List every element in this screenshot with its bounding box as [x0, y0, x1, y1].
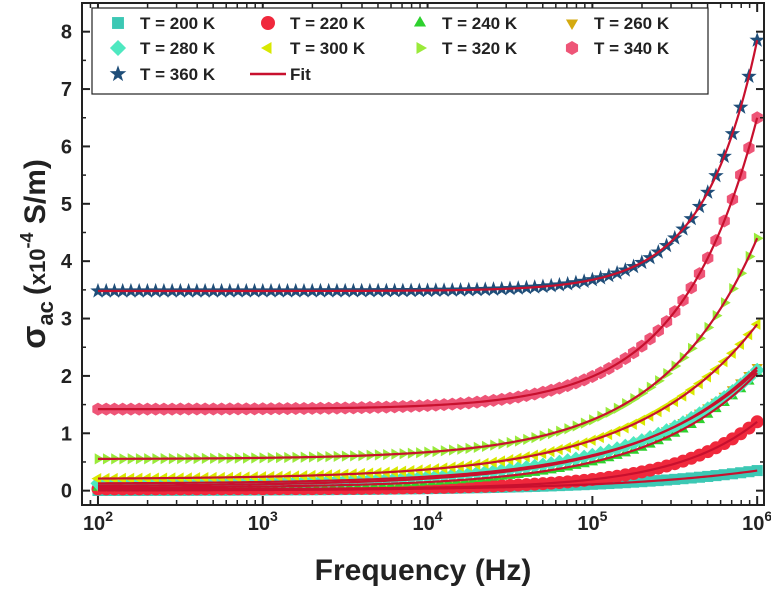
- x-tick-label: 102: [83, 508, 113, 535]
- y-tick-label: 8: [61, 22, 72, 44]
- axes: 0 1 2 3 4 5 6 7 8 102 103 104 105 106: [61, 3, 771, 535]
- legend-marker: [565, 41, 579, 55]
- fit-line: [97, 372, 758, 489]
- fit-line: [97, 117, 759, 411]
- legend-marker: [109, 39, 127, 57]
- legend-item: T = 340 K: [565, 39, 670, 58]
- data-point: [688, 342, 698, 355]
- legend-marker: [565, 19, 579, 30]
- y-label-symbol: σ: [15, 326, 53, 349]
- data-point: [749, 32, 764, 47]
- fit-curves: [97, 40, 759, 492]
- y-tick-label: 3: [61, 309, 72, 331]
- data-point: [725, 347, 736, 359]
- data-point: [91, 472, 102, 485]
- legend-label: T = 200 K: [140, 14, 216, 33]
- y-tick-label: 7: [61, 79, 72, 101]
- y-label-unit: S/m): [19, 159, 52, 232]
- legend-label: T = 220 K: [290, 14, 366, 33]
- legend-label: T = 260 K: [594, 14, 670, 33]
- legend-box: [91, 7, 709, 95]
- svg-text:σac(x10-4 S/m): σac (x10-4 S/m): [15, 159, 58, 349]
- legend-label: Fit: [290, 65, 311, 84]
- fit-line: [97, 420, 758, 491]
- y-label-subscript: ac: [33, 301, 58, 325]
- y-tick-label: 5: [61, 194, 72, 216]
- legend-marker: [112, 17, 124, 29]
- legend-label: T = 300 K: [290, 39, 366, 58]
- y-tick-label: 0: [61, 481, 72, 503]
- legend-marker: [109, 65, 127, 82]
- fit-line: [97, 40, 759, 293]
- x-tick-label: 105: [577, 508, 607, 535]
- y-label-multiplier: x10: [25, 248, 50, 285]
- legend-item: T = 220 K: [261, 14, 366, 33]
- legend-item: T = 320 K: [416, 39, 518, 58]
- legend-marker: [416, 41, 427, 55]
- legend-label: T = 360 K: [140, 65, 216, 84]
- legend-item: T = 240 K: [413, 14, 518, 33]
- x-tick-label: 103: [248, 508, 278, 535]
- legend-marker: [261, 41, 272, 55]
- legend-item: T = 280 K: [109, 39, 216, 58]
- legend-item: T = 360 K: [109, 65, 216, 84]
- y-tick-label: 6: [61, 136, 72, 158]
- series-320K: [94, 232, 764, 465]
- legend-item: T = 260 K: [565, 14, 670, 33]
- legend-marker: [413, 16, 427, 27]
- legend-label: T = 240 K: [442, 14, 518, 33]
- legend-label: T = 320 K: [442, 39, 518, 58]
- fit-line: [97, 369, 758, 485]
- legend-marker: [261, 16, 275, 30]
- data-point: [750, 318, 761, 330]
- legend-item: T = 200 K: [112, 14, 216, 33]
- x-tick-label: 104: [413, 508, 443, 535]
- x-axis-label: Frequency (Hz): [315, 554, 532, 587]
- fit-line: [97, 323, 759, 480]
- plot-frame: [81, 2, 765, 506]
- y-tick-label: 4: [61, 251, 73, 273]
- x-tick-label: 106: [742, 508, 771, 535]
- data-point: [717, 356, 728, 368]
- data-point: [679, 351, 690, 364]
- legend-item: T = 300 K: [261, 39, 366, 58]
- data-series: [90, 32, 764, 496]
- fit-line: [97, 237, 759, 460]
- legend: T = 200 K T = 220 K T = 240 K T = 260 K T = …: [91, 7, 709, 95]
- series-340K: [92, 111, 763, 416]
- y-label-exponent: -4: [17, 232, 37, 248]
- data-point: [742, 328, 753, 341]
- data-point: [696, 332, 706, 345]
- data-point: [734, 338, 744, 350]
- legend-label: T = 280 K: [140, 39, 216, 58]
- y-axis-label: σac (x10-4 S/m): [15, 159, 58, 349]
- y-tick-label: 2: [61, 366, 72, 388]
- y-tick-label: 1: [61, 423, 72, 445]
- legend-label: T = 340 K: [594, 39, 670, 58]
- data-point: [671, 360, 682, 372]
- y-label-open: (: [19, 285, 52, 295]
- legend-item: Fit: [250, 65, 311, 84]
